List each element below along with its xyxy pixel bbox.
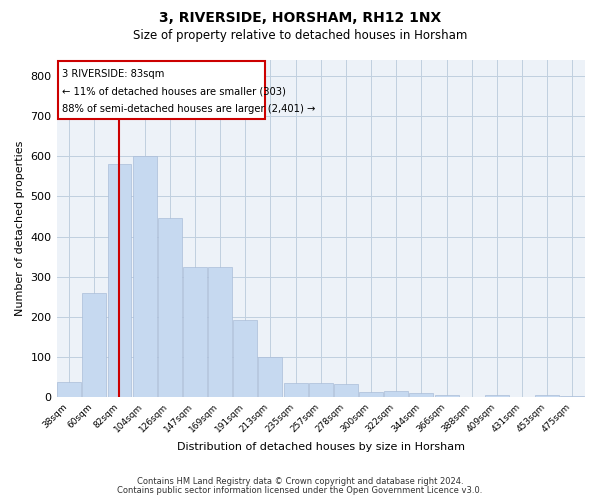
Bar — [82, 293, 106, 397]
Bar — [233, 320, 257, 397]
Bar — [133, 156, 157, 397]
Bar — [334, 384, 358, 397]
Bar — [409, 393, 433, 397]
Bar — [183, 266, 207, 397]
X-axis label: Distribution of detached houses by size in Horsham: Distribution of detached houses by size … — [177, 442, 465, 452]
Bar — [284, 383, 308, 397]
Text: Contains public sector information licensed under the Open Government Licence v3: Contains public sector information licen… — [118, 486, 482, 495]
Bar — [208, 266, 232, 397]
Bar — [535, 395, 559, 397]
Bar — [158, 218, 182, 397]
Y-axis label: Number of detached properties: Number of detached properties — [15, 141, 25, 316]
Bar — [485, 395, 509, 397]
Bar — [57, 382, 81, 397]
Bar — [359, 392, 383, 397]
Bar — [385, 391, 408, 397]
Bar — [259, 357, 283, 397]
Text: 3, RIVERSIDE, HORSHAM, RH12 1NX: 3, RIVERSIDE, HORSHAM, RH12 1NX — [159, 12, 441, 26]
Text: ← 11% of detached houses are smaller (303): ← 11% of detached houses are smaller (30… — [62, 86, 286, 96]
FancyBboxPatch shape — [58, 61, 265, 119]
Text: 3 RIVERSIDE: 83sqm: 3 RIVERSIDE: 83sqm — [62, 68, 165, 78]
Text: 88% of semi-detached houses are larger (2,401) →: 88% of semi-detached houses are larger (… — [62, 104, 316, 114]
Text: Size of property relative to detached houses in Horsham: Size of property relative to detached ho… — [133, 28, 467, 42]
Bar — [560, 396, 584, 397]
Bar — [434, 395, 458, 397]
Bar — [309, 383, 333, 397]
Bar — [107, 164, 131, 397]
Text: Contains HM Land Registry data © Crown copyright and database right 2024.: Contains HM Land Registry data © Crown c… — [137, 477, 463, 486]
